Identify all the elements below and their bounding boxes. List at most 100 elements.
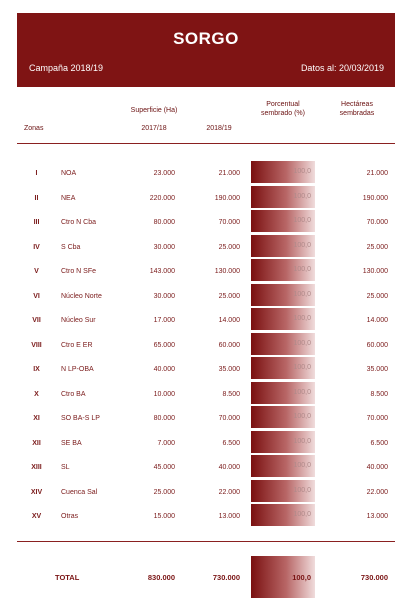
- surface-2018-19: 130.000: [214, 268, 240, 275]
- table-row: XV Otras 15.000 13.000 100,0 13.000: [0, 503, 413, 528]
- zone-name: Cuenca Sal: [61, 488, 98, 496]
- zone-name: Ctro BA: [61, 390, 86, 398]
- zone-number: IX: [33, 366, 40, 373]
- zone-number: X: [34, 390, 39, 398]
- hectares-sown: 25.000: [366, 292, 388, 300]
- total-2017-18: 830.000: [147, 573, 175, 582]
- zone-name: Otras: [61, 513, 79, 520]
- surface-2017-18: 15.000: [153, 513, 175, 520]
- zone-number: I: [35, 170, 38, 177]
- total-label: TOTAL: [55, 573, 80, 582]
- porcentual-header: Porcentual sembrado (%): [248, 100, 318, 118]
- hectares-sown: 130.000: [362, 268, 388, 275]
- surface-2018-19: 40.000: [218, 464, 240, 471]
- percent-value: 100,0: [293, 437, 311, 445]
- surface-2018-19: 70.000: [218, 219, 240, 226]
- hectares-sown: 13.000: [366, 513, 388, 520]
- percent-bar: 100,0: [251, 259, 315, 281]
- total-divider: [17, 541, 395, 542]
- surface-2018-19: 22.000: [218, 488, 240, 496]
- percent-bar: 100,0: [251, 479, 315, 502]
- zone-name: Ctro E ER: [61, 341, 93, 349]
- table-row: IV S Cba 30.000 25.000 100,0 25.000: [0, 234, 413, 259]
- zone-name: S Cba: [61, 243, 81, 251]
- zone-number: III: [33, 219, 40, 226]
- percent-value: 100,0: [293, 217, 311, 224]
- surface-2017-18: 10.000: [153, 390, 175, 398]
- percent-value: 100,0: [293, 241, 311, 249]
- percent-bar: 100,0: [251, 332, 315, 355]
- surface-2017-18: 65.000: [153, 341, 175, 349]
- hectares-sown: 70.000: [366, 415, 388, 422]
- table-row: III Ctro N Cba 80.000 70.000 100,0 70.000: [0, 209, 413, 234]
- surface-2018-19: 13.000: [218, 513, 240, 520]
- percent-bar: 100,0: [251, 381, 315, 404]
- report-title: SORGO: [173, 29, 239, 48]
- hectares-sown: 6.500: [370, 439, 388, 447]
- percent-bar: 100,0: [251, 210, 315, 232]
- total-hectares: 730.000: [360, 573, 388, 582]
- percent-bar: 100,0: [251, 430, 315, 453]
- percent-value: 100,0: [293, 339, 311, 347]
- percent-value: 100,0: [293, 462, 311, 469]
- table-row: VI Núcleo Norte 30.000 25.000 100,0 25.000: [0, 283, 413, 308]
- zone-number: XIII: [31, 464, 42, 471]
- percent-value: 100,0: [293, 486, 311, 494]
- percent-value: 100,0: [293, 388, 311, 396]
- surface-2018-19: 25.000: [218, 243, 240, 251]
- zone-name: SE BA: [61, 439, 82, 447]
- total-row: TOTAL 830.000 730.000 100,0 730.000: [0, 556, 413, 598]
- surface-2017-18: 45.000: [153, 464, 175, 471]
- percent-bar: 100,0: [251, 357, 315, 379]
- hectares-sown: 35.000: [366, 366, 388, 373]
- surface-2018-19: 6.500: [222, 439, 240, 447]
- zone-name: Ctro N SFe: [61, 268, 97, 275]
- zone-name: Núcleo Sur: [61, 317, 96, 324]
- percent-value: 100,0: [293, 290, 311, 298]
- hectares-sown: 25.000: [366, 243, 388, 251]
- zone-number: VI: [33, 292, 40, 300]
- percent-bar: 100,0: [251, 283, 315, 306]
- zone-number: XI: [33, 415, 40, 422]
- zone-name: NEA: [61, 194, 76, 202]
- year-2018-header: 2018/19: [206, 125, 232, 132]
- surface-2017-18: 23.000: [153, 170, 175, 177]
- hectares-sown: 21.000: [366, 170, 388, 177]
- campaign-label: Campaña 2018/19: [29, 63, 104, 73]
- zone-name: Ctro N Cba: [61, 219, 97, 226]
- porcentual-line2: sembrado (%): [261, 110, 305, 117]
- hectares-sown: 8.500: [370, 390, 388, 398]
- hectares-sown: 190.000: [362, 194, 388, 202]
- zone-name: NOA: [61, 170, 77, 177]
- surface-2018-19: 70.000: [218, 415, 240, 422]
- surface-2017-18: 7.000: [157, 439, 175, 447]
- table-row: I NOA 23.000 21.000 100,0 21.000: [0, 160, 413, 185]
- porcentual-line1: Porcentual: [266, 101, 300, 108]
- total-percent-value: 100,0: [292, 573, 311, 582]
- hectares-sown: 40.000: [366, 464, 388, 471]
- zone-name: SO BA-S LP: [61, 415, 100, 422]
- percent-bar: 100,0: [251, 406, 315, 428]
- table-row: VII Núcleo Sur 17.000 14.000 100,0 14.000: [0, 307, 413, 332]
- percent-bar: 100,0: [251, 161, 315, 183]
- surface-2017-18: 30.000: [153, 292, 175, 300]
- total-2018-19: 730.000: [212, 573, 240, 582]
- surface-2018-19: 25.000: [218, 292, 240, 300]
- table-row: X Ctro BA 10.000 8.500 100,0 8.500: [0, 381, 413, 406]
- surface-2017-18: 143.000: [149, 268, 175, 275]
- surface-2017-18: 40.000: [153, 366, 175, 373]
- year-2017-header: 2017/18: [141, 125, 167, 132]
- zone-name: SL: [61, 464, 70, 471]
- hectareas-header: Hectáreas sembradas: [326, 100, 388, 118]
- zone-number: II: [34, 194, 39, 202]
- zone-number: XII: [32, 439, 41, 447]
- hectares-sown: 14.000: [366, 317, 388, 324]
- hectareas-line1: Hectáreas: [341, 101, 373, 108]
- table-row: II NEA 220.000 190.000 100,0 190.000: [0, 185, 413, 210]
- table-row: XI SO BA-S LP 80.000 70.000 100,0 70.000: [0, 405, 413, 430]
- percent-value: 100,0: [293, 511, 311, 518]
- surface-2018-19: 21.000: [218, 170, 240, 177]
- percent-value: 100,0: [293, 266, 311, 273]
- header-divider: [17, 143, 395, 144]
- table-row: XII SE BA 7.000 6.500 100,0 6.500: [0, 430, 413, 455]
